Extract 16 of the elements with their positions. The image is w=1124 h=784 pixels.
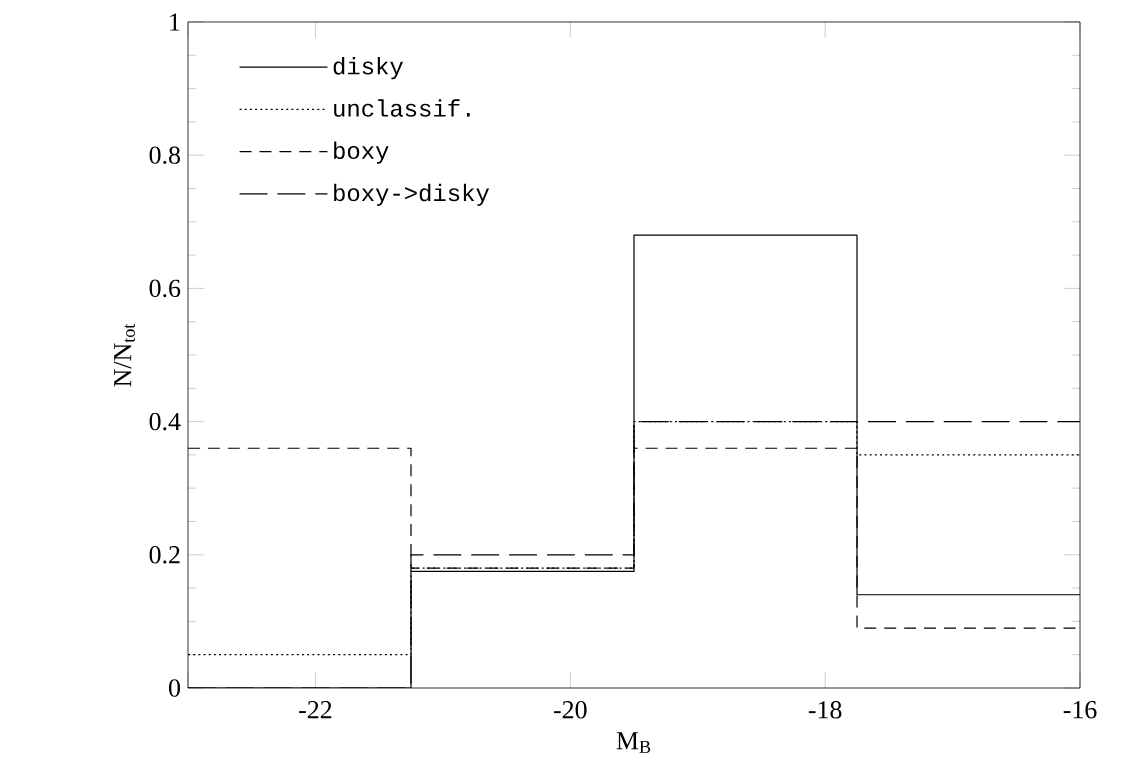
legend-label: boxy->disky [334, 183, 490, 206]
y-tick-label: 0.4 [149, 412, 181, 431]
y-tick-label: 0.8 [149, 146, 180, 164]
y-tick-label: 0.6 [149, 279, 181, 298]
x-axis-title: M$_{B}$ [616, 732, 651, 753]
x-tick-label: -16 [1063, 701, 1097, 719]
legend-label: boxy [334, 141, 389, 164]
y-axis-title: N/N$_{tot}$ [114, 323, 135, 387]
y-tick-label: 1 [170, 13, 180, 31]
x-tick-label: -18 [808, 701, 842, 719]
y-tick-label: 0 [169, 679, 180, 697]
legend-label: unclassif. [334, 99, 470, 117]
legend-label: disky [333, 57, 403, 80]
y-tick-label: 0.2 [149, 546, 180, 564]
x-tick-label: -22 [299, 701, 332, 719]
x-tick-label: -20 [553, 701, 587, 719]
